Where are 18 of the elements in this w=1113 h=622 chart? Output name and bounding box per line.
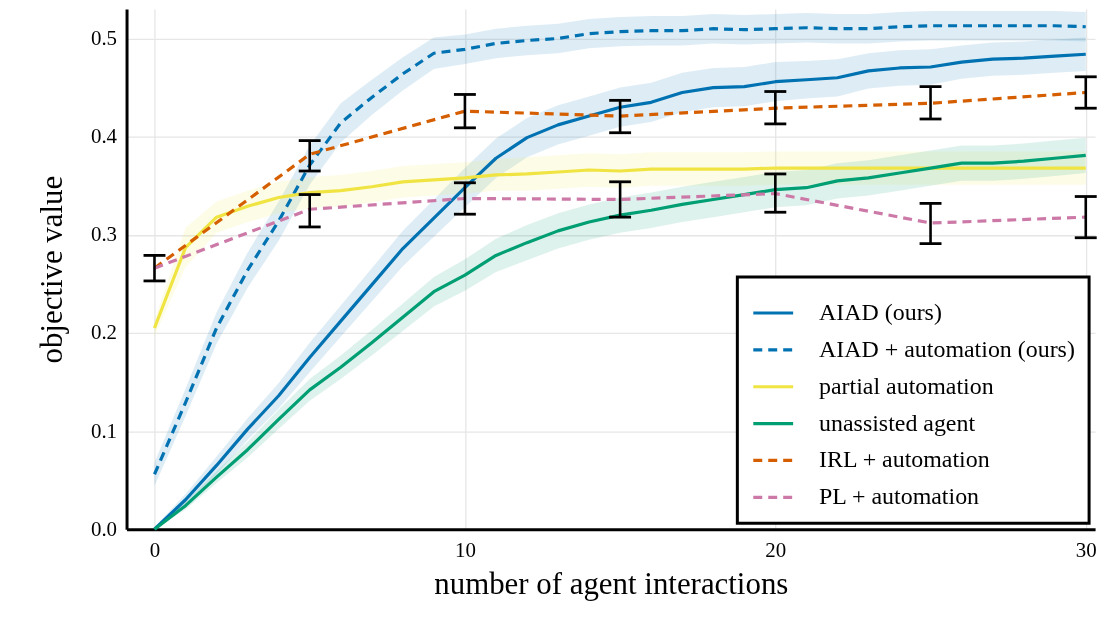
x-tick-label: 30 xyxy=(1075,537,1097,562)
y-tick-label: 0.5 xyxy=(90,26,118,50)
y-tick-label: 0.3 xyxy=(90,222,118,247)
legend-label: partial automation xyxy=(819,372,994,399)
legend-label: AIAD + automation (ours) xyxy=(819,335,1075,362)
x-tick-label: 10 xyxy=(454,537,476,562)
legend-label: PL + automation xyxy=(819,483,980,510)
x-tick-label: 20 xyxy=(765,537,787,562)
x-axis-title: number of agent interactions xyxy=(434,566,789,602)
y-tick-label: 0.0 xyxy=(90,516,118,541)
y-tick-label: 0.4 xyxy=(90,124,118,149)
y-tick-label: 0.2 xyxy=(90,320,118,345)
y-tick-label: 0.1 xyxy=(90,418,118,443)
legend-label: IRL + automation xyxy=(819,446,990,473)
legend-label: AIAD (ours) xyxy=(819,298,942,325)
x-tick-label: 0 xyxy=(149,537,161,562)
legend-label: unassisted agent xyxy=(819,409,976,436)
y-axis-title: objective value xyxy=(34,175,70,364)
